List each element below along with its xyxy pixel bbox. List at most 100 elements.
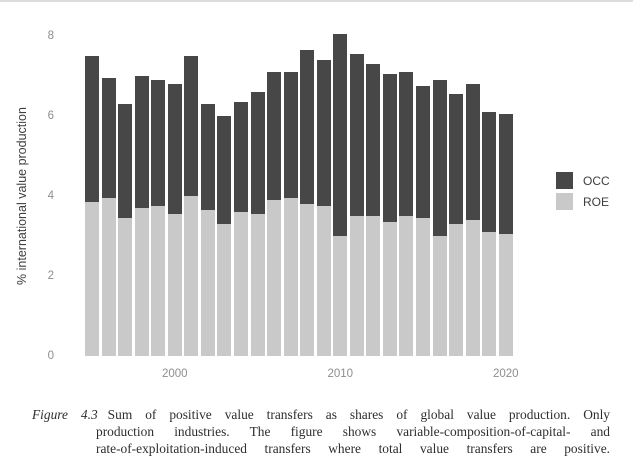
- bar-segment-occ: [217, 116, 232, 224]
- bar-2009: [316, 60, 331, 356]
- bar-segment-roe: [167, 214, 182, 356]
- bar-segment-occ: [101, 78, 116, 198]
- bar-segment-roe: [217, 224, 232, 356]
- bar-segment-occ: [167, 84, 182, 214]
- bar-segment-roe: [316, 206, 331, 356]
- bar-segment-occ: [200, 104, 215, 210]
- y-axis-tick-label: 0: [47, 350, 54, 362]
- bar-2012: [366, 64, 381, 356]
- bar-2001: [184, 56, 199, 356]
- bar-segment-roe: [482, 232, 497, 356]
- y-axis-tick-label: 6: [47, 110, 54, 122]
- bar-segment-occ: [184, 56, 199, 196]
- bar-segment-roe: [250, 214, 265, 356]
- bar-2019: [482, 112, 497, 356]
- bar-2016: [432, 80, 447, 356]
- caption-line: rate-of-exploitation-induced transfers w…: [96, 441, 610, 457]
- caption-text: Sum of positive value transfers as share…: [107, 407, 610, 422]
- bar-2003: [217, 116, 232, 356]
- legend-item-occ: OCC: [556, 172, 610, 189]
- bar-segment-occ: [267, 72, 282, 200]
- bar-2000: [167, 84, 182, 356]
- bar-2018: [465, 84, 480, 356]
- bar-1995: [85, 56, 99, 356]
- legend-swatch-occ: [556, 172, 573, 189]
- figure-caption: Figure 4.3 Sum of positive value transfer…: [32, 406, 610, 458]
- bar-segment-roe: [184, 196, 199, 356]
- bar-segment-occ: [233, 102, 248, 212]
- y-axis-tick-label: 4: [47, 190, 54, 202]
- bar-segment-occ: [333, 34, 348, 236]
- bar-segment-roe: [498, 234, 513, 356]
- x-axis-tick-label: 2010: [327, 368, 354, 380]
- bar-segment-occ: [300, 50, 315, 204]
- bar-segment-occ: [482, 112, 497, 232]
- bar-segment-roe: [151, 206, 166, 356]
- bar-2006: [267, 72, 282, 356]
- bar-1996: [101, 78, 116, 356]
- bar-2007: [283, 72, 298, 356]
- bar-segment-roe: [416, 218, 430, 356]
- legend-label: OCC: [583, 173, 610, 188]
- legend-label: ROE: [583, 194, 610, 209]
- bar-2010: [333, 34, 348, 356]
- bar-segment-roe: [449, 224, 464, 356]
- bar-1998: [134, 76, 149, 356]
- y-axis-tick-label: 2: [47, 270, 54, 282]
- caption-label: Figure 4.3: [32, 407, 98, 422]
- bar-1999: [151, 80, 166, 356]
- y-axis-tick-label: 8: [47, 30, 54, 42]
- bar-segment-roe: [134, 208, 149, 356]
- bar-2002: [200, 104, 215, 356]
- bar-segment-roe: [399, 216, 414, 356]
- bar-segment-occ: [349, 54, 364, 216]
- x-axis-tick-label: 2020: [493, 368, 519, 380]
- bar-segment-roe: [233, 212, 248, 356]
- bar-2004: [233, 102, 248, 356]
- bar-segment-roe: [283, 198, 298, 356]
- bar-segment-roe: [349, 216, 364, 356]
- bar-segment-roe: [465, 220, 480, 356]
- plot-area: [85, 20, 515, 356]
- legend-swatch-roe: [556, 193, 573, 210]
- bar-2013: [382, 74, 397, 356]
- bar-2020: [498, 114, 513, 356]
- page-top-edge: [0, 0, 633, 2]
- bar-segment-roe: [267, 200, 282, 356]
- bar-segment-roe: [366, 216, 381, 356]
- bar-segment-occ: [283, 72, 298, 198]
- bar-2011: [349, 54, 364, 356]
- bar-segment-roe: [432, 236, 447, 356]
- bar-segment-roe: [118, 218, 133, 356]
- bar-segment-occ: [118, 104, 133, 218]
- legend-item-roe: ROE: [556, 193, 610, 210]
- bar-segment-roe: [300, 204, 315, 356]
- bar-segment-roe: [101, 198, 116, 356]
- bar-2015: [416, 86, 430, 356]
- bar-segment-occ: [250, 92, 265, 214]
- bar-segment-occ: [449, 94, 464, 224]
- x-axis-tick-label: 2000: [162, 368, 188, 380]
- bar-segment-occ: [432, 80, 447, 236]
- bar-segment-occ: [366, 64, 381, 216]
- bar-segment-roe: [85, 202, 99, 356]
- bar-segment-occ: [134, 76, 149, 208]
- bar-segment-occ: [498, 114, 513, 234]
- bar-segment-occ: [465, 84, 480, 220]
- bar-segment-occ: [399, 72, 414, 216]
- bar-1997: [118, 104, 133, 356]
- bar-segment-occ: [316, 60, 331, 206]
- bar-2005: [250, 92, 265, 356]
- bar-segment-roe: [200, 210, 215, 356]
- bar-segment-occ: [151, 80, 166, 206]
- bar-segment-occ: [382, 74, 397, 222]
- bar-2014: [399, 72, 414, 356]
- bar-2017: [449, 94, 464, 356]
- bar-2008: [300, 50, 315, 356]
- bar-segment-roe: [382, 222, 397, 356]
- bar-segment-occ: [416, 86, 430, 218]
- bar-segment-roe: [333, 236, 348, 356]
- bar-segment-occ: [85, 56, 99, 202]
- caption-line: Figure 4.3 Sum of positive value transfer…: [32, 406, 610, 423]
